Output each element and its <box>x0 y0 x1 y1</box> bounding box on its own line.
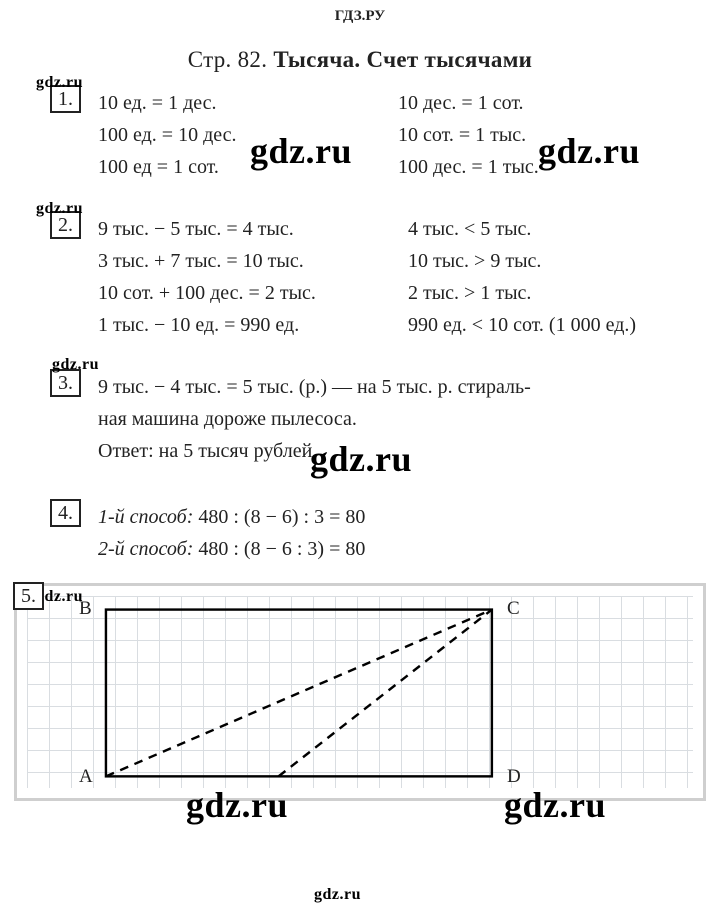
p1-l2: 100 ед = 1 сот. <box>98 151 398 183</box>
diagram-canvas: B C A D <box>27 596 693 788</box>
problem-4: 4. 1-й способ: 480 : (8 − 6) : 3 = 80 2-… <box>50 499 680 565</box>
p4-m2-expr: 480 : (8 − 6 : 3) = 80 <box>193 538 365 560</box>
p1-r2: 100 дес. = 1 тыс. <box>398 151 680 183</box>
vertex-b: B <box>79 598 92 620</box>
p3-line2: ная машина дороже пылесоса. <box>98 403 680 435</box>
p2-r2: 2 тыс. > 1 тыс. <box>408 277 680 309</box>
p1-l0: 10 ед. = 1 дес. <box>98 87 398 119</box>
problem-5: 5. B C A D <box>14 583 706 801</box>
p1-left-col: 10 ед. = 1 дес. 100 ед. = 10 дес. 100 ед… <box>98 87 398 183</box>
rectangle-diagram <box>27 596 693 788</box>
problem-number-3: 3. <box>50 369 81 397</box>
p4-m1-expr: 480 : (8 − 6) : 3 = 80 <box>193 506 365 528</box>
p3-line3: Ответ: на 5 тысяч рублей. <box>98 435 680 467</box>
content-area: 1. 10 ед. = 1 дес. 100 ед. = 10 дес. 100… <box>0 85 720 565</box>
problem-number-2: 2. <box>50 211 81 239</box>
problem-number-5: 5. <box>13 582 44 610</box>
p1-l1: 100 ед. = 10 дес. <box>98 119 398 151</box>
problem-1: 1. 10 ед. = 1 дес. 100 ед. = 10 дес. 100… <box>50 85 680 183</box>
vertex-c: C <box>507 598 520 620</box>
vertex-d: D <box>507 766 521 788</box>
page-header: ГДЗ.РУ <box>0 0 720 25</box>
problem-2: 2. 9 тыс. − 5 тыс. = 4 тыс. 3 тыс. + 7 т… <box>50 211 680 341</box>
p4-m1: 1-й способ: 480 : (8 − 6) : 3 = 80 <box>98 501 680 533</box>
problem-3: 3. 9 тыс. − 4 тыс. = 5 тыс. (р.) — на 5 … <box>50 369 680 467</box>
problem-1-body: 10 ед. = 1 дес. 100 ед. = 10 дес. 100 ед… <box>98 87 680 183</box>
diagonal-second <box>279 610 492 777</box>
problem-number-1: 1. <box>50 85 81 113</box>
p2-l0: 9 тыс. − 5 тыс. = 4 тыс. <box>98 213 408 245</box>
p2-l2: 10 сот. + 100 дес. = 2 тыс. <box>98 277 408 309</box>
problem-2-body: 9 тыс. − 5 тыс. = 4 тыс. 3 тыс. + 7 тыс.… <box>98 213 680 341</box>
p2-left-col: 9 тыс. − 5 тыс. = 4 тыс. 3 тыс. + 7 тыс.… <box>98 213 408 341</box>
page-title: Стр. 82. Тысяча. Счет тысячами <box>0 47 720 73</box>
watermark: gdz.ru <box>314 886 361 904</box>
diagonal-ac <box>106 610 492 777</box>
p1-right-col: 10 дес. = 1 сот. 10 сот. = 1 тыс. 100 де… <box>398 87 680 183</box>
p4-m1-label: 1-й способ: <box>98 506 193 528</box>
p3-line1: 9 тыс. − 4 тыс. = 5 тыс. (р.) — на 5 тыс… <box>98 371 680 403</box>
p2-l1: 3 тыс. + 7 тыс. = 10 тыс. <box>98 245 408 277</box>
p2-right-col: 4 тыс. < 5 тыс. 10 тыс. > 9 тыс. 2 тыс. … <box>408 213 680 341</box>
problem-number-4: 4. <box>50 499 81 527</box>
p4-m2-label: 2-й способ: <box>98 538 193 560</box>
p2-r3: 990 ед. < 10 сот. (1 000 ед.) <box>408 309 680 341</box>
p4-m2: 2-й способ: 480 : (8 − 6 : 3) = 80 <box>98 533 680 565</box>
p2-r0: 4 тыс. < 5 тыс. <box>408 213 680 245</box>
problem-3-body: 9 тыс. − 4 тыс. = 5 тыс. (р.) — на 5 тыс… <box>98 371 680 467</box>
p2-r1: 10 тыс. > 9 тыс. <box>408 245 680 277</box>
vertex-a: A <box>79 766 93 788</box>
p2-l3: 1 тыс. − 10 ед. = 990 ед. <box>98 309 408 341</box>
problem-4-body: 1-й способ: 480 : (8 − 6) : 3 = 80 2-й с… <box>98 501 680 565</box>
p1-r0: 10 дес. = 1 сот. <box>398 87 680 119</box>
p1-r1: 10 сот. = 1 тыс. <box>398 119 680 151</box>
